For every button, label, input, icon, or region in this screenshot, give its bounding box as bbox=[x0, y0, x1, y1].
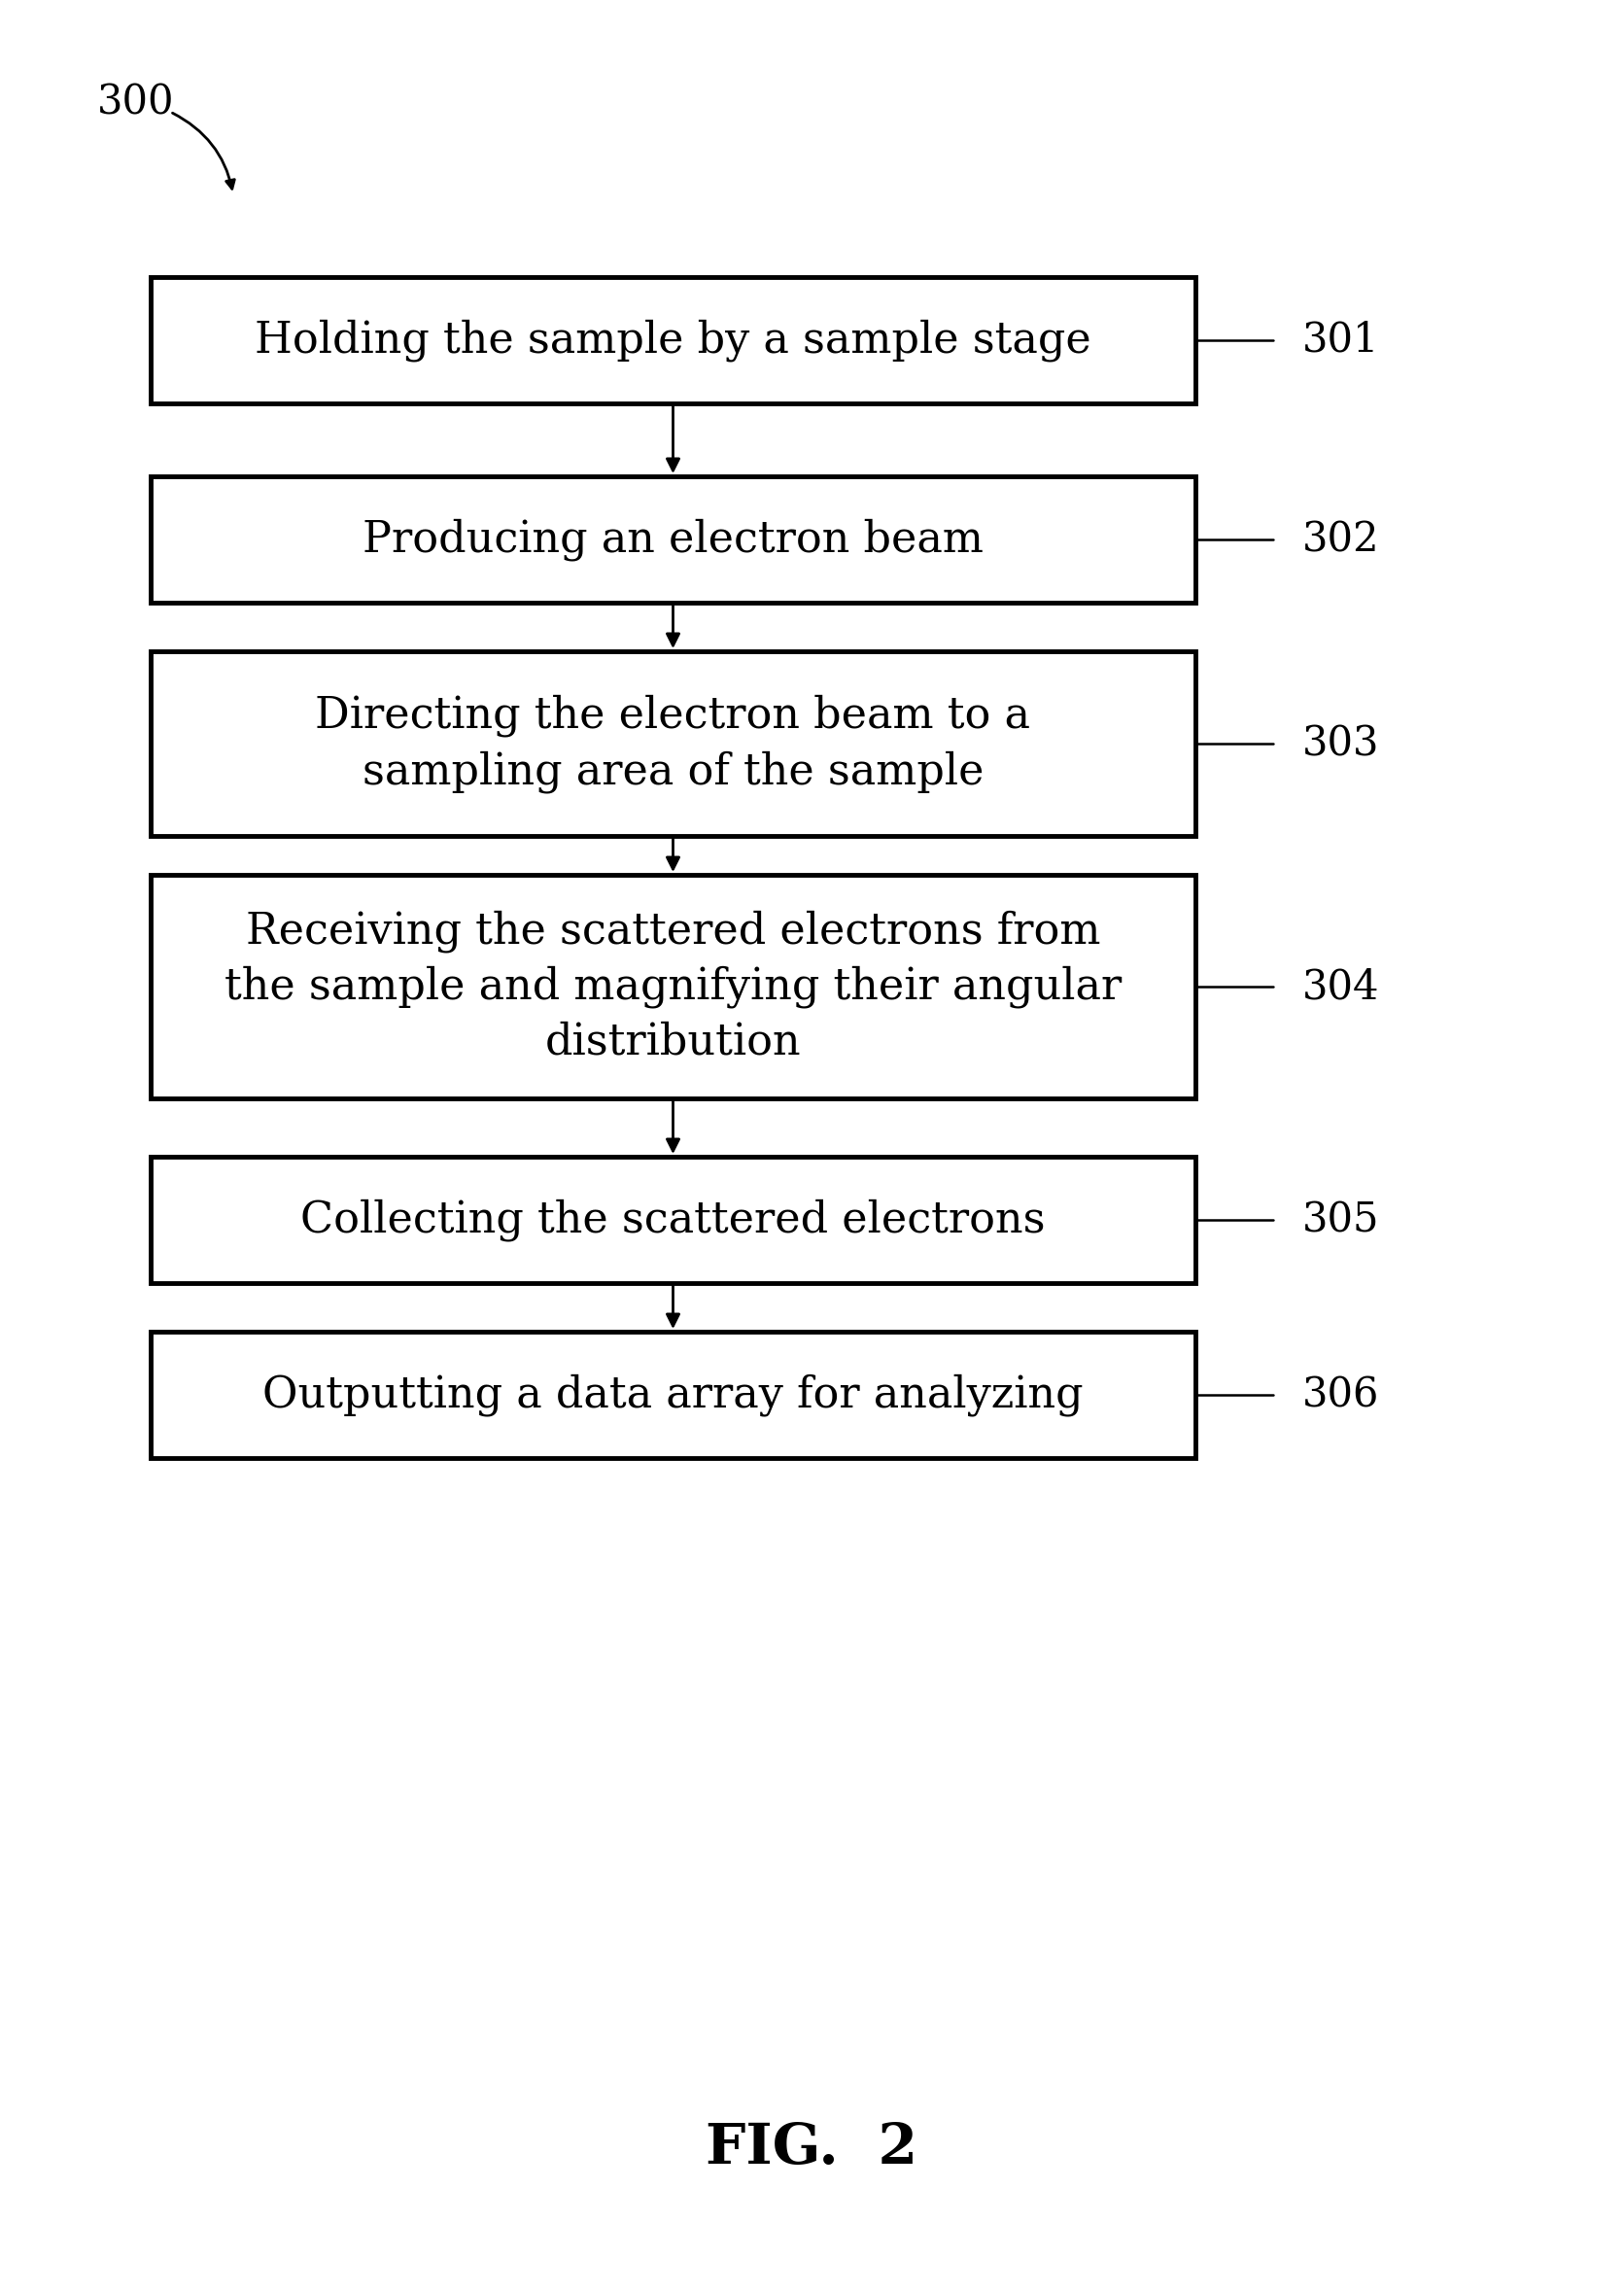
Bar bbox=[151, 1156, 1195, 1284]
Bar bbox=[151, 876, 1195, 1098]
Bar bbox=[151, 1332, 1195, 1458]
Text: Receiving the scattered electrons from
the sample and magnifying their angular
d: Receiving the scattered electrons from t… bbox=[224, 910, 1122, 1064]
Text: Holding the sample by a sample stage: Holding the sample by a sample stage bbox=[255, 319, 1091, 362]
Text: 305: 305 bbox=[1302, 1199, 1379, 1241]
Text: 302: 302 bbox=[1302, 518, 1380, 559]
Text: 301: 301 bbox=[1302, 319, 1379, 360]
Bar bbox=[151, 277, 1195, 404]
Bar bbox=[151, 477, 1195, 603]
Text: Outputting a data array for analyzing: Outputting a data array for analyzing bbox=[263, 1374, 1083, 1417]
Bar bbox=[151, 651, 1195, 837]
Text: Collecting the scattered electrons: Collecting the scattered electrons bbox=[300, 1199, 1046, 1241]
Text: Producing an electron beam: Producing an electron beam bbox=[362, 518, 984, 562]
Text: Directing the electron beam to a
sampling area of the sample: Directing the electron beam to a samplin… bbox=[315, 695, 1031, 793]
Text: 304: 304 bbox=[1302, 965, 1379, 1007]
Text: 306: 306 bbox=[1302, 1374, 1379, 1415]
Text: 300: 300 bbox=[97, 83, 174, 124]
Text: 303: 303 bbox=[1302, 722, 1379, 764]
Text: FIG.  2: FIG. 2 bbox=[705, 2121, 918, 2176]
